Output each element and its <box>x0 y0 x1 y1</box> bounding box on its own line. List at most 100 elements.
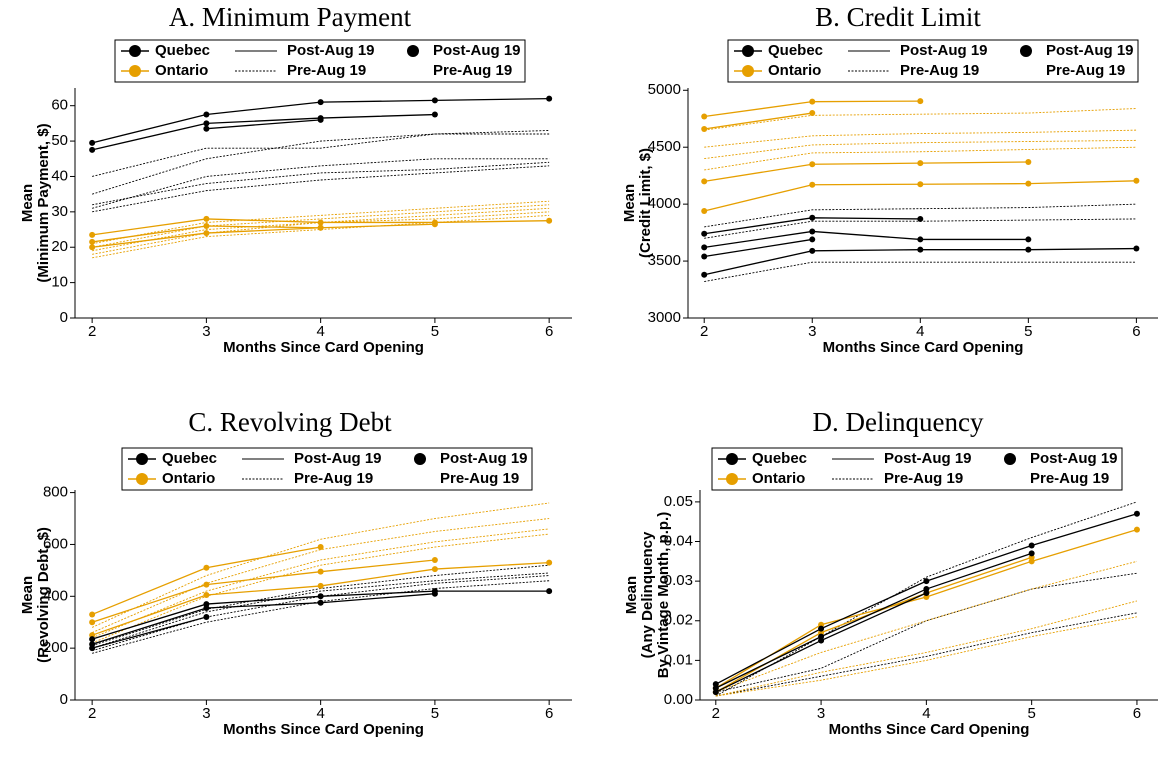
chart-title: B. Credit Limit <box>815 2 981 32</box>
data-point <box>809 236 816 243</box>
data-point <box>917 246 924 253</box>
y-tick-label: 0.02 <box>664 612 693 629</box>
series-line <box>92 204 550 248</box>
series-line <box>715 552 1032 689</box>
y-axis-label-line: Mean <box>19 184 36 222</box>
legend-marker <box>742 45 754 57</box>
y-tick-label: 0 <box>60 691 68 708</box>
y-tick-label: 0.01 <box>664 651 693 668</box>
legend-marker <box>129 45 141 57</box>
data-point <box>809 181 816 188</box>
y-tick-label: 0.00 <box>664 691 693 708</box>
legend-label: Pre-Aug 19 <box>287 62 366 79</box>
series-line <box>704 112 813 130</box>
series-line <box>92 161 550 206</box>
y-axis-label: By Vintage Month, p.p.) <box>655 512 672 678</box>
data-point <box>317 593 324 600</box>
series-line <box>91 559 435 623</box>
legend-box <box>114 39 526 83</box>
x-tick-label: 6 <box>1133 705 1141 722</box>
y-tick-label: 200 <box>43 639 68 656</box>
legend-label: Pre-Aug 19 <box>1046 62 1125 79</box>
legend-box <box>727 39 1139 83</box>
data-point <box>317 582 324 589</box>
x-tick-label: 2 <box>88 705 96 722</box>
y-tick-label: 40 <box>51 167 68 184</box>
y-tick-label: 800 <box>43 484 68 501</box>
series-line <box>715 529 1138 689</box>
x-tick-label: 3 <box>817 705 825 722</box>
data-point <box>89 645 96 652</box>
data-point <box>89 139 96 146</box>
y-axis-label-line: (Minimum Payment, $) <box>35 123 52 282</box>
y-tick-label: 0 <box>60 309 68 326</box>
legend-marker <box>136 473 148 485</box>
data-point <box>203 125 210 132</box>
data-point <box>89 146 96 153</box>
legend-label: Quebec <box>162 450 217 467</box>
data-point <box>701 230 708 237</box>
series-line <box>715 560 1138 693</box>
data-point <box>701 207 708 214</box>
x-tick-label: 2 <box>712 705 720 722</box>
legend-label: Ontario <box>162 470 215 487</box>
legend-marker <box>1004 453 1016 465</box>
data-point <box>818 637 825 644</box>
y-axis-label: Mean <box>19 184 36 222</box>
chart-title: D. Delinquency <box>813 407 984 437</box>
y-tick-label: 20 <box>51 238 68 255</box>
series-line <box>206 119 321 130</box>
data-point <box>317 224 324 231</box>
legend-box <box>711 447 1123 491</box>
legend-marker <box>407 45 419 57</box>
legend-label: Ontario <box>768 62 821 79</box>
y-axis-label: Mean <box>19 576 36 614</box>
series-line <box>92 130 550 177</box>
data-point <box>809 247 816 254</box>
data-point <box>317 116 324 123</box>
legend-label: Pre-Aug 19 <box>433 62 512 79</box>
series-line <box>715 572 1138 693</box>
y-tick-label: 4500 <box>648 138 681 155</box>
data-point <box>203 564 210 571</box>
x-tick-label: 2 <box>88 323 96 340</box>
data-point <box>1028 542 1035 549</box>
data-point <box>1025 180 1032 187</box>
y-tick-label: 0.03 <box>664 572 693 589</box>
data-point <box>546 588 553 595</box>
x-tick-label: 6 <box>545 705 553 722</box>
data-point <box>1133 510 1140 517</box>
data-point <box>809 98 816 105</box>
y-tick-label: 3500 <box>648 252 681 269</box>
y-tick-label: 4000 <box>648 195 681 212</box>
data-point <box>89 636 96 643</box>
data-point <box>317 568 324 575</box>
y-tick-label: 10 <box>51 274 68 291</box>
y-tick-label: 5000 <box>648 81 681 98</box>
y-tick-label: 0.05 <box>664 493 693 510</box>
series-line <box>704 261 1137 283</box>
series-line <box>92 572 550 649</box>
x-tick-label: 4 <box>316 705 324 722</box>
data-point <box>1025 236 1032 243</box>
legend-label: Pre-Aug 19 <box>294 470 373 487</box>
x-axis-label: Months Since Card Opening <box>223 721 424 738</box>
data-point <box>701 125 708 132</box>
data-point <box>203 230 210 237</box>
series-line <box>91 616 207 649</box>
series-line <box>92 200 550 245</box>
legend-label: Post-Aug 19 <box>1030 450 1118 467</box>
y-axis-label-line: By Vintage Month, p.p.) <box>655 512 672 678</box>
x-axis-label: Months Since Card Opening <box>823 339 1024 356</box>
data-point <box>317 219 324 226</box>
chart-title: C. Revolving Debt <box>188 407 392 437</box>
data-point <box>546 95 553 102</box>
data-point <box>317 544 324 551</box>
data-point <box>203 614 210 621</box>
series-line <box>91 502 550 628</box>
legend-label: Quebec <box>768 42 823 59</box>
series-line <box>91 113 435 151</box>
y-axis-label: (Minimum Payment, $) <box>35 123 52 282</box>
data-point <box>701 113 708 120</box>
